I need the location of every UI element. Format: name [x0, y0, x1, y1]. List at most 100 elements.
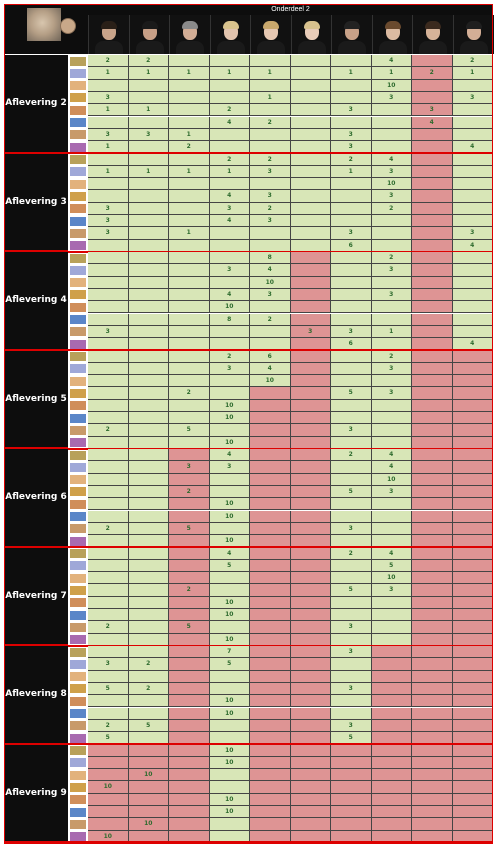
score-cell: [250, 818, 291, 831]
score-cell: [290, 793, 331, 806]
episode-separator: [4, 250, 493, 253]
score-cell: 5: [331, 387, 372, 400]
score-cell: [128, 756, 169, 770]
score-cell: [88, 301, 129, 314]
score-cell: 1: [209, 67, 250, 80]
score-cell: [371, 707, 412, 720]
score-cell: [128, 91, 169, 105]
score-cell: [128, 301, 169, 314]
challenge-icon: [70, 179, 86, 189]
score-cell: [169, 609, 210, 622]
challenge-icon: [70, 155, 86, 164]
score-cell: 1: [331, 67, 372, 80]
challenge-icon: [70, 56, 86, 66]
score-cell: [209, 128, 250, 142]
score-cell: 10: [88, 781, 129, 794]
score-cell: 10: [209, 510, 250, 523]
score-cell: [250, 424, 291, 437]
score-cell: 3: [371, 190, 412, 203]
score-cell: [331, 498, 372, 511]
score-cell: [331, 756, 372, 770]
score-cell: 4: [371, 449, 412, 462]
score-cell: [209, 375, 250, 388]
challenge-icon: [70, 142, 86, 152]
score-cell: [290, 91, 331, 105]
challenge-icon: [70, 68, 86, 78]
challenge-icon: [70, 807, 86, 817]
score-cell: [128, 215, 169, 228]
score-cell: [452, 584, 493, 597]
challenge-icon: [70, 327, 86, 337]
challenge-icon: [70, 758, 86, 768]
score-cell: [88, 190, 129, 203]
score-cell: 3: [88, 215, 129, 228]
score-cell: [169, 473, 210, 486]
score-cell: [88, 461, 129, 474]
score-cell: [88, 596, 129, 609]
score-cell: [169, 325, 210, 339]
score-cell: [88, 264, 129, 277]
score-cell: [412, 387, 453, 400]
score-cell: [331, 215, 372, 228]
challenge-icon: [70, 536, 86, 546]
score-cell: [88, 793, 129, 806]
score-cell: [452, 288, 493, 302]
score-cell: [452, 276, 493, 289]
score-cell: 3: [88, 227, 129, 240]
score-cell: [331, 276, 372, 289]
score-cell: [290, 375, 331, 388]
score-cell: [169, 646, 210, 659]
score-cell: [290, 264, 331, 277]
score-cell: 3: [209, 461, 250, 474]
score-cell: [169, 104, 210, 117]
challenge-icon: [70, 315, 86, 324]
challenge-icon: [70, 795, 86, 805]
score-cell: [290, 227, 331, 240]
score-cell: [331, 670, 372, 683]
score-cell: [371, 756, 412, 770]
score-cell: [412, 547, 453, 560]
contestant-portrait-4: [209, 15, 251, 54]
score-cell: [290, 252, 331, 265]
score-cell: [250, 461, 291, 474]
score-cell: 3: [371, 91, 412, 105]
score-cell: 3: [331, 719, 372, 733]
score-cell: 5: [331, 485, 372, 499]
score-cell: [371, 399, 412, 412]
score-cell: [250, 104, 291, 117]
score-cell: [209, 473, 250, 486]
score-cell: [290, 707, 331, 720]
score-cell: [452, 806, 493, 819]
score-cell: 10: [250, 276, 291, 289]
score-cell: [88, 252, 129, 265]
score-cell: [331, 744, 372, 757]
score-cell: [128, 264, 169, 277]
score-cell: 10: [209, 744, 250, 757]
score-cell: [371, 670, 412, 683]
score-cell: [128, 744, 169, 757]
score-cell: [250, 756, 291, 770]
score-cell: [412, 719, 453, 733]
challenge-icon: [70, 819, 86, 829]
score-cell: 10: [209, 301, 250, 314]
score-cell: [452, 362, 493, 376]
score-cell: [88, 362, 129, 376]
score-cell: 1: [331, 165, 372, 179]
score-cell: [412, 793, 453, 806]
score-cell: [412, 165, 453, 179]
score-cell: [209, 621, 250, 634]
score-cell: [452, 399, 493, 412]
episode-label: Aflevering 3: [4, 153, 68, 252]
score-cell: [412, 781, 453, 794]
contestant-portrait-6: [290, 15, 332, 54]
score-cell: [169, 682, 210, 696]
challenge-icon: [70, 475, 86, 485]
score-cell: 2: [169, 387, 210, 400]
challenge-icon: [70, 610, 86, 620]
score-cell: 7: [209, 646, 250, 659]
score-cell: [412, 522, 453, 536]
score-cell: [88, 116, 129, 129]
score-cell: [452, 498, 493, 511]
score-cell: [371, 227, 412, 240]
score-cell: [452, 572, 493, 585]
